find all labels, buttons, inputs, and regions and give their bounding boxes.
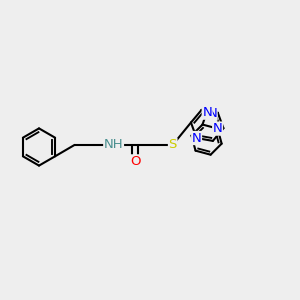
- Text: N: N: [213, 122, 223, 135]
- Text: N: N: [192, 131, 202, 145]
- Text: N: N: [202, 106, 212, 119]
- Text: N: N: [207, 107, 217, 120]
- Text: O: O: [130, 155, 140, 168]
- Text: NH: NH: [104, 138, 123, 152]
- Text: S: S: [169, 138, 177, 152]
